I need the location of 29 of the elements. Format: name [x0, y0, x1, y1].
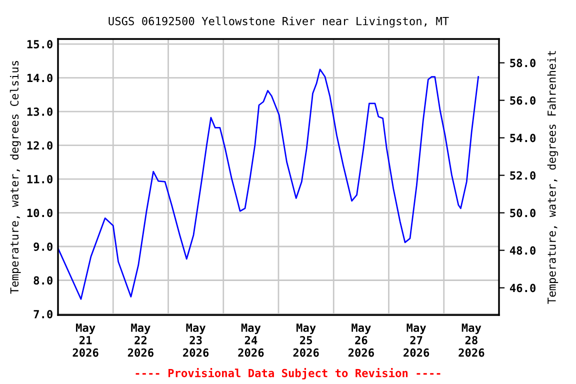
- x-tick-label: May 27 2026: [404, 324, 430, 357]
- y-axis-title: Temperature, water, degrees Celsius: [10, 61, 21, 294]
- y-tick-label: 15.0: [27, 40, 52, 48]
- y-tick-label: 10.0: [27, 208, 52, 218]
- y-tick-label: 11.0: [27, 175, 52, 184]
- x-tick-label: May 21 2026: [72, 324, 98, 357]
- x-tick-label: May 22 2026: [128, 324, 154, 357]
- y-tick-label: 9.0: [34, 242, 52, 251]
- y2-tick-label: 54.0: [510, 134, 536, 142]
- y-tick-label: 12.0: [27, 141, 52, 150]
- x-tick-label: May 23 2026: [183, 324, 209, 357]
- y2-tick-label: 46.0: [510, 284, 536, 292]
- y2-tick-label: 56.0: [510, 96, 536, 105]
- y-tick-label: 7.0: [34, 310, 52, 318]
- x-tick-label: May 26 2026: [348, 324, 374, 357]
- x-tick-label: May 25 2026: [293, 324, 319, 357]
- y2-axis-title: Temperature, water, degrees Fahrenheit: [547, 50, 558, 304]
- y2-tick-label: 50.0: [510, 208, 536, 218]
- y-tick-label: 8.0: [34, 276, 52, 285]
- y2-tick-label: 48.0: [510, 246, 536, 255]
- x-tick-label: May 24 2026: [238, 324, 264, 357]
- text: ---- Provisional Data Subject to Revision ----: [136, 368, 440, 380]
- y-tick-label: 13.0: [27, 108, 52, 116]
- chart-title: USGS 06192500 Yellowstone River near Livingston, MT: [108, 16, 449, 28]
- y2-tick-label: 58.0: [510, 58, 536, 68]
- line-series: [58, 68, 480, 300]
- y2-tick-label: 52.0: [510, 171, 536, 180]
- x-tick-label: May 28 2026: [458, 324, 484, 357]
- y-tick-label: 14.0: [27, 74, 52, 82]
